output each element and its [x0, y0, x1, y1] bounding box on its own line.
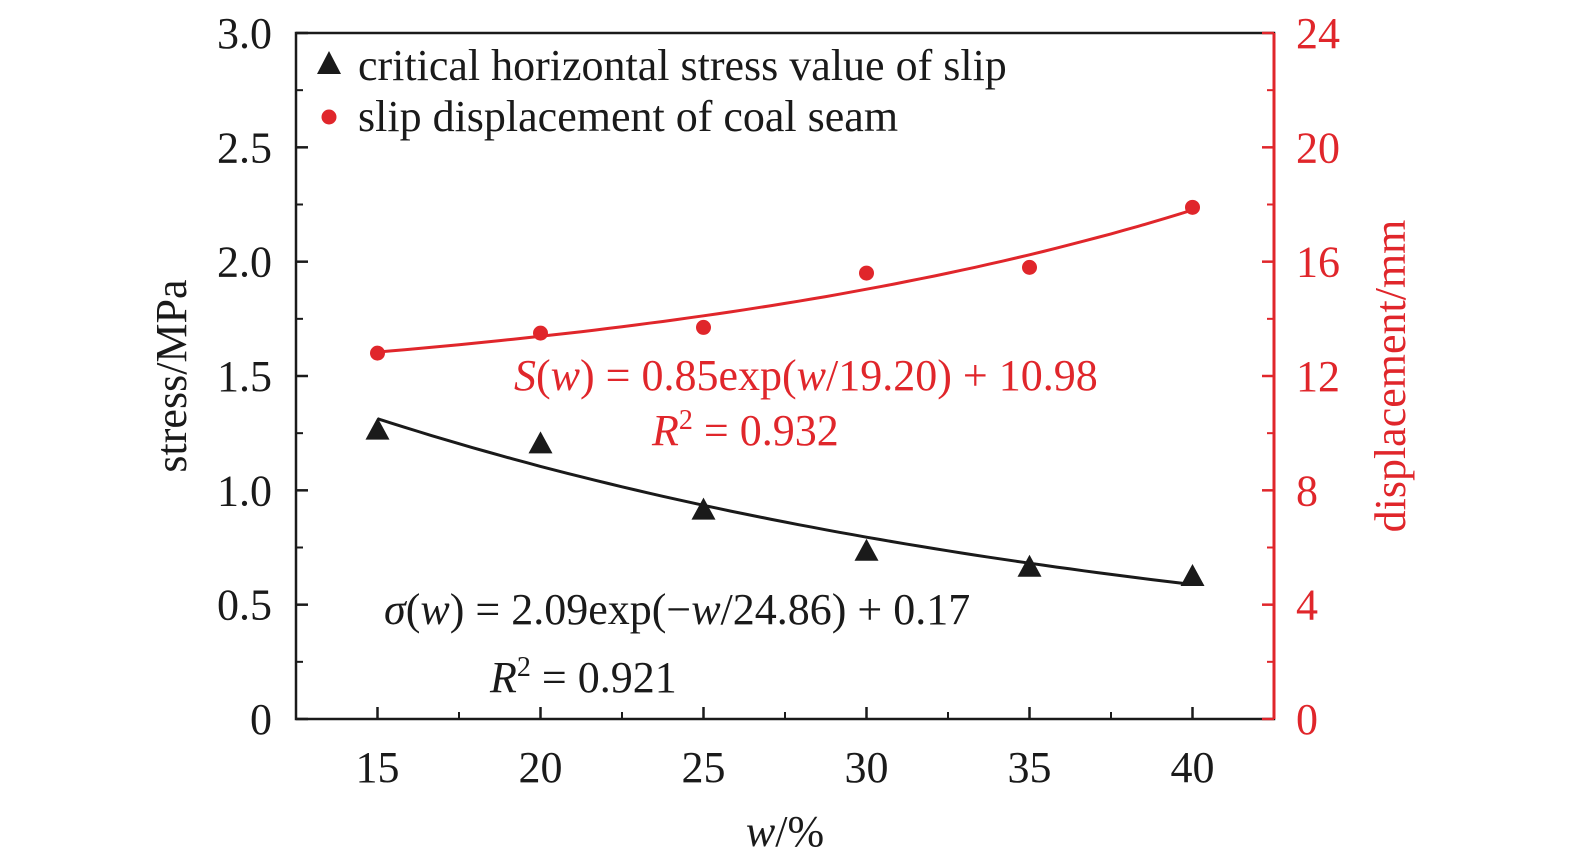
displacement-fit-curve: [377, 208, 1193, 354]
x-tick-label: 30: [845, 743, 889, 792]
x-axis-title: w/%: [746, 807, 824, 856]
displacement-fit-r2: R2 = 0.932: [651, 405, 839, 455]
stress-point: [1180, 563, 1205, 586]
eq-s-tail: /19.20) + 10.98: [826, 351, 1098, 400]
r2-s-value: = 0.932: [693, 406, 839, 455]
y-tick-label: 2.5: [217, 123, 272, 172]
r2-sigma-var: R: [489, 653, 517, 702]
eq-s-body: = 0.85exp(: [595, 351, 797, 400]
r2-sigma-sup: 2: [517, 652, 531, 683]
x-tick-label: 40: [1171, 743, 1215, 792]
y2-tick-label: 8: [1296, 466, 1318, 515]
eq-sigma-paren-close: ): [450, 585, 465, 634]
y2-tick-label: 20: [1296, 123, 1340, 172]
stress-point: [365, 417, 390, 440]
left-y-axis-title: stress/MPa: [147, 279, 196, 472]
x-tick-label: 25: [682, 743, 726, 792]
right-y-axis-ticks: 0 4 8 12 16 20 24: [1262, 9, 1340, 744]
stress-point: [1017, 554, 1042, 577]
legend-label-stress: critical horizontal stress value of slip: [358, 41, 1007, 90]
right-y-axis-title: displacement/mm: [1366, 220, 1415, 533]
displacement-fit-equation: S(w) = 0.85exp(w/19.20) + 10.98: [514, 351, 1098, 400]
stress-point: [528, 431, 553, 454]
r2-s-sup: 2: [679, 405, 693, 436]
r2-s-var: R: [651, 406, 679, 455]
eq-sigma-var: σ: [384, 585, 408, 634]
x-tick-label: 20: [519, 743, 563, 792]
x-axis-title-unit: /%: [775, 807, 824, 856]
eq-s-var: S: [514, 351, 536, 400]
eq-s-var2: w: [797, 351, 827, 400]
eq-sigma-tail: /24.86) + 0.17: [721, 585, 971, 634]
displacement-point: [370, 345, 385, 361]
stress-fit-r2: R2 = 0.921: [489, 652, 677, 702]
x-axis-title-var: w: [746, 807, 776, 856]
legend-label-displacement: slip displacement of coal seam: [358, 92, 898, 141]
r2-sigma-value: = 0.921: [531, 653, 677, 702]
eq-s-arg: w: [551, 351, 581, 400]
y2-tick-label: 4: [1296, 581, 1318, 630]
stress-point: [854, 538, 879, 561]
stress-markers: [365, 417, 1205, 586]
y2-tick-label: 0: [1296, 695, 1318, 744]
y-tick-label: 3.0: [217, 9, 272, 58]
displacement-point: [696, 319, 711, 335]
stress-fit-curve: [377, 417, 1193, 586]
y2-tick-label: 12: [1296, 352, 1340, 401]
displacement-point: [1022, 259, 1037, 275]
y-tick-label: 2.0: [217, 238, 272, 287]
stress-point: [691, 497, 716, 520]
y-tick-label: 1.0: [217, 466, 272, 515]
eq-s-paren-open: (: [536, 351, 551, 400]
eq-sigma-arg: w: [420, 585, 450, 634]
displacement-point: [533, 325, 548, 341]
y-tick-label: 0.5: [217, 581, 272, 630]
y2-tick-label: 16: [1296, 238, 1340, 287]
legend-circle-marker: [321, 109, 337, 125]
eq-sigma-var2: w: [691, 585, 721, 634]
y2-tick-label: 24: [1296, 9, 1340, 58]
eq-s-paren-close: ): [580, 351, 595, 400]
legend-triangle-marker: [317, 51, 341, 74]
displacement-markers: [370, 199, 1200, 361]
eq-sigma-paren-open: (: [406, 585, 421, 634]
left-y-axis-ticks: 0 0.5 1.0 1.5 2.0 2.5 3.0: [217, 9, 308, 744]
displacement-point: [1185, 199, 1200, 215]
x-tick-label: 35: [1008, 743, 1052, 792]
y-tick-label: 1.5: [217, 352, 272, 401]
x-tick-label: 15: [356, 743, 400, 792]
displacement-point: [859, 265, 874, 281]
stress-fit-equation: σ(w) = 2.09exp(−w/24.86) + 0.17: [384, 585, 970, 634]
y-tick-label: 0: [250, 695, 272, 744]
eq-sigma-body: = 2.09exp(−: [464, 585, 691, 634]
x-axis-ticks: 15 20 25 30 35 40: [356, 707, 1215, 792]
legend: critical horizontal stress value of slip…: [317, 41, 1007, 141]
